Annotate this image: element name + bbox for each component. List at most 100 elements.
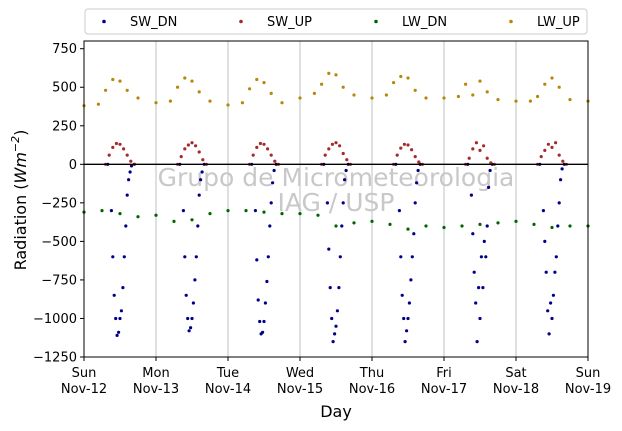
point-sw-up-46 xyxy=(467,156,471,160)
y-axis-title-exponent: −2 xyxy=(9,136,22,152)
point-sw-dn-83 xyxy=(471,232,475,236)
point-lw-up-44 xyxy=(536,94,540,99)
point-sw-dn-111 xyxy=(560,167,564,171)
point-lw-up-6 xyxy=(136,96,140,100)
y-tick-label-8: −1250 xyxy=(33,351,77,366)
point-lw-up-37 xyxy=(464,82,468,86)
point-lw-up-7 xyxy=(154,101,158,105)
point-lw-dn-19 xyxy=(424,224,428,228)
point-lw-dn-26 xyxy=(550,225,554,230)
point-sw-dn-82 xyxy=(469,193,473,197)
point-sw-up-50 xyxy=(482,144,486,148)
point-lw-up-27 xyxy=(352,93,356,97)
point-lw-up-30 xyxy=(392,81,396,85)
point-sw-up-30 xyxy=(330,142,334,146)
point-sw-up-52 xyxy=(489,161,493,165)
plot-frame xyxy=(83,40,589,358)
watermark-line-2: IAG / USP xyxy=(278,188,395,217)
y-axis-title: Radiation (Wm−2) xyxy=(9,130,30,271)
x-tick-weekday-6: Sat xyxy=(505,366,526,381)
point-lw-dn-21 xyxy=(460,224,464,228)
y-axis: 750 500 250 0 −250 −500 −750 −1000 −1250 xyxy=(33,42,84,366)
point-sw-dn-53 xyxy=(330,316,334,321)
legend-box xyxy=(84,8,588,35)
point-lw-up-22 xyxy=(312,91,316,95)
point-sw-dn-61 xyxy=(341,201,345,205)
point-lw-up-48 xyxy=(568,98,572,102)
point-sw-dn-21 xyxy=(186,316,190,321)
point-sw-up-12 xyxy=(186,143,190,147)
point-sw-up-7 xyxy=(129,159,133,163)
point-sw-dn-23 xyxy=(189,326,193,330)
point-lw-dn-13 xyxy=(316,213,320,217)
point-lw-up-16 xyxy=(248,87,252,91)
point-sw-dn-94 xyxy=(487,185,491,189)
point-sw-up-48 xyxy=(474,141,478,145)
point-sw-dn-13 xyxy=(127,178,131,182)
point-sw-dn-69 xyxy=(402,316,406,321)
point-sw-dn-103 xyxy=(549,301,553,305)
point-sw-up-37 xyxy=(395,153,399,157)
y-axis-title-main: Radiation ( xyxy=(11,183,30,270)
point-sw-dn-76 xyxy=(412,232,416,236)
point-lw-dn-27 xyxy=(568,224,572,228)
point-sw-up-47 xyxy=(471,147,475,151)
point-lw-dn-20 xyxy=(442,225,446,230)
point-lw-up-21 xyxy=(298,96,302,100)
point-lw-dn-23 xyxy=(496,221,500,225)
point-sw-dn-108 xyxy=(556,224,560,228)
x-tick-weekday-5: Fri xyxy=(436,366,452,381)
point-sw-dn-26 xyxy=(193,278,197,282)
point-sw-dn-68 xyxy=(400,293,404,297)
point-sw-dn-8 xyxy=(119,309,123,313)
point-sw-up-15 xyxy=(197,150,201,154)
point-sw-dn-99 xyxy=(543,239,547,243)
point-sw-up-4 xyxy=(118,142,122,146)
point-sw-dn-71 xyxy=(405,329,409,333)
point-sw-up-57 xyxy=(546,142,551,146)
point-sw-dn-86 xyxy=(475,340,479,344)
x-tick-weekday-0: Sun xyxy=(72,366,97,381)
point-sw-dn-54 xyxy=(331,340,335,344)
point-lw-dn-15 xyxy=(352,221,356,225)
point-lw-up-4 xyxy=(118,79,122,83)
point-sw-dn-106 xyxy=(553,270,557,274)
point-sw-dn-45 xyxy=(269,201,273,205)
point-sw-up-41 xyxy=(410,148,414,152)
point-sw-dn-15 xyxy=(129,164,134,168)
y-tick-label-7: −1000 xyxy=(33,312,77,327)
point-lw-dn-1 xyxy=(100,209,104,213)
point-lw-up-25 xyxy=(334,73,338,77)
point-sw-dn-85 xyxy=(474,301,478,305)
point-sw-dn-39 xyxy=(261,330,265,334)
point-sw-up-14 xyxy=(194,144,198,148)
point-lw-up-20 xyxy=(280,101,284,105)
point-lw-dn-24 xyxy=(514,219,518,223)
point-sw-up-60 xyxy=(557,153,561,157)
point-sw-up-33 xyxy=(341,151,345,156)
x-tick-date-1: Nov-13 xyxy=(133,382,179,397)
point-sw-dn-11 xyxy=(124,224,128,228)
point-lw-up-47 xyxy=(557,85,561,89)
point-lw-up-12 xyxy=(197,90,201,94)
point-sw-dn-56 xyxy=(334,324,338,328)
point-sw-dn-51 xyxy=(327,247,331,251)
legend-marker-lw-up xyxy=(509,19,513,24)
point-sw-up-31 xyxy=(334,141,338,145)
point-sw-dn-47 xyxy=(272,168,276,173)
point-sw-up-24 xyxy=(269,153,273,157)
point-lw-up-14 xyxy=(226,103,230,107)
x-axis: SunNov-12MonNov-13TueNov-14WedNov-15ThuN… xyxy=(61,357,611,397)
point-sw-dn-19 xyxy=(183,255,187,259)
legend-label-sw-dn: SW_DN xyxy=(130,15,177,30)
point-sw-dn-101 xyxy=(546,309,550,313)
point-sw-up-2 xyxy=(111,145,115,149)
point-lw-dn-12 xyxy=(298,212,302,216)
point-lw-up-35 xyxy=(442,96,446,100)
point-sw-dn-63 xyxy=(344,168,348,173)
series-sw-dn xyxy=(106,162,566,344)
point-sw-up-42 xyxy=(413,155,417,159)
point-sw-dn-92 xyxy=(484,255,488,259)
point-sw-dn-57 xyxy=(335,309,339,313)
point-sw-dn-62 xyxy=(343,178,347,182)
